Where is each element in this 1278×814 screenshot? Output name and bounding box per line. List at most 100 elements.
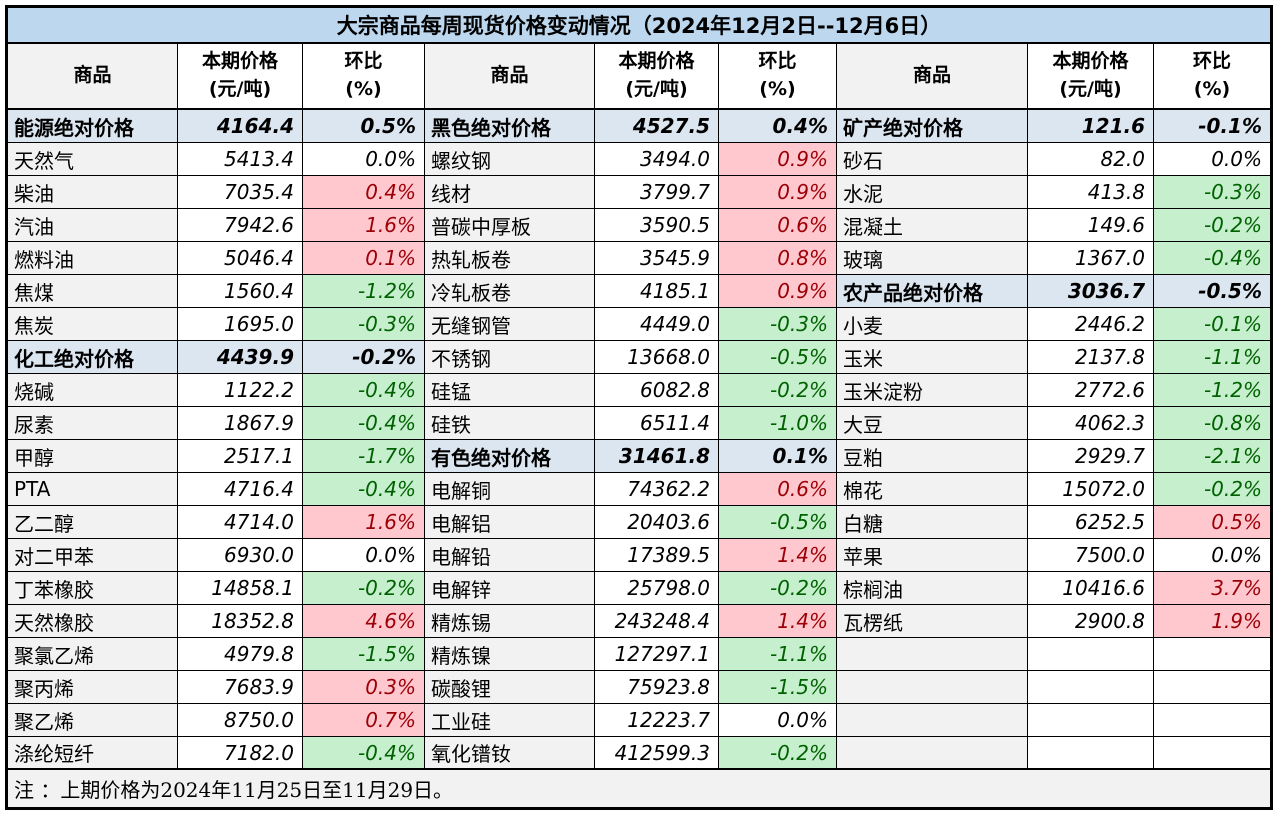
price-cell: 4716.4 bbox=[178, 473, 303, 506]
price-cell: 4062.3 bbox=[1028, 407, 1154, 440]
wow-change-cell: 1.9% bbox=[1154, 605, 1270, 638]
commodity-name-cell: 硅铁 bbox=[425, 407, 595, 440]
price-cell: 2137.8 bbox=[1028, 341, 1154, 374]
price-cell: 75923.8 bbox=[595, 671, 719, 704]
price-cell bbox=[1028, 638, 1154, 671]
price-cell: 3590.5 bbox=[595, 209, 719, 242]
price-cell: 8750.0 bbox=[178, 704, 303, 737]
price-cell: 149.6 bbox=[1028, 209, 1154, 242]
wow-change-cell: -0.2% bbox=[719, 737, 837, 770]
commodity-name-cell: 有色绝对价格 bbox=[425, 440, 595, 473]
commodity-name-cell: 天然橡胶 bbox=[8, 605, 178, 638]
header-line: 环比 bbox=[758, 50, 797, 73]
commodity-name-cell bbox=[837, 704, 1028, 737]
wow-change-cell: 0.1% bbox=[303, 242, 425, 275]
wow-change-cell: -1.5% bbox=[719, 671, 837, 704]
price-cell: 2772.6 bbox=[1028, 374, 1154, 407]
header-line: (%) bbox=[1193, 78, 1231, 100]
table-title: 大宗商品每周现货价格变动情况（2024年12月2日--12月6日） bbox=[8, 8, 1270, 44]
price-cell: 3036.7 bbox=[1028, 275, 1154, 308]
commodity-name-cell: 尿素 bbox=[8, 407, 178, 440]
commodity-name-cell: 焦炭 bbox=[8, 308, 178, 341]
commodity-name-cell: 汽油 bbox=[8, 209, 178, 242]
wow-change-cell: 0.5% bbox=[1154, 506, 1270, 539]
header-wow-change: 环比 (%) bbox=[303, 44, 425, 110]
header-current-price: 本期价格 (元/吨) bbox=[178, 44, 303, 110]
price-cell: 82.0 bbox=[1028, 143, 1154, 176]
commodity-name-cell: 乙二醇 bbox=[8, 506, 178, 539]
price-cell: 1367.0 bbox=[1028, 242, 1154, 275]
commodity-name-cell: 棉花 bbox=[837, 473, 1028, 506]
header-line: 本期价格 bbox=[201, 50, 278, 73]
price-cell: 7500.0 bbox=[1028, 539, 1154, 572]
wow-change-cell: 0.0% bbox=[303, 143, 425, 176]
commodity-name-cell: 化工绝对价格 bbox=[8, 341, 178, 374]
wow-change-cell: -0.4% bbox=[303, 473, 425, 506]
header-line: (元/吨) bbox=[208, 78, 272, 100]
price-cell: 2900.8 bbox=[1028, 605, 1154, 638]
price-cell: 2929.7 bbox=[1028, 440, 1154, 473]
header-commodity: 商品 bbox=[425, 44, 595, 110]
header-commodity: 商品 bbox=[8, 44, 178, 110]
commodity-name-cell: 不锈钢 bbox=[425, 341, 595, 374]
commodity-name-cell: 瓦楞纸 bbox=[837, 605, 1028, 638]
wow-change-cell: -2.1% bbox=[1154, 440, 1270, 473]
commodity-name-cell: 农产品绝对价格 bbox=[837, 275, 1028, 308]
price-cell: 1695.0 bbox=[178, 308, 303, 341]
wow-change-cell: 0.6% bbox=[719, 473, 837, 506]
commodity-name-cell: 棕榈油 bbox=[837, 572, 1028, 605]
commodity-name-cell: 工业硅 bbox=[425, 704, 595, 737]
price-cell: 7942.6 bbox=[178, 209, 303, 242]
price-cell: 4185.1 bbox=[595, 275, 719, 308]
commodity-name-cell: 混凝土 bbox=[837, 209, 1028, 242]
commodity-name-cell: 无缝钢管 bbox=[425, 308, 595, 341]
wow-change-cell: -1.2% bbox=[303, 275, 425, 308]
wow-change-cell: 0.6% bbox=[719, 209, 837, 242]
wow-change-cell: -1.2% bbox=[1154, 374, 1270, 407]
wow-change-cell: 0.0% bbox=[1154, 143, 1270, 176]
commodity-name-cell: 玻璃 bbox=[837, 242, 1028, 275]
commodity-name-cell: 豆粕 bbox=[837, 440, 1028, 473]
wow-change-cell: -0.4% bbox=[303, 737, 425, 770]
commodity-name-cell: 白糖 bbox=[837, 506, 1028, 539]
commodity-name-cell: 烧碱 bbox=[8, 374, 178, 407]
commodity-name-cell: 电解铅 bbox=[425, 539, 595, 572]
price-cell: 4449.0 bbox=[595, 308, 719, 341]
wow-change-cell: -0.3% bbox=[719, 308, 837, 341]
wow-change-cell: 1.6% bbox=[303, 506, 425, 539]
price-cell bbox=[1028, 737, 1154, 770]
price-cell: 18352.8 bbox=[178, 605, 303, 638]
price-cell: 413.8 bbox=[1028, 176, 1154, 209]
commodity-name-cell: 柴油 bbox=[8, 176, 178, 209]
wow-change-cell bbox=[1154, 704, 1270, 737]
price-cell: 4979.8 bbox=[178, 638, 303, 671]
price-cell: 4439.9 bbox=[178, 341, 303, 374]
wow-change-cell: 4.6% bbox=[303, 605, 425, 638]
wow-change-cell: -0.3% bbox=[1154, 176, 1270, 209]
wow-change-cell: -0.2% bbox=[719, 374, 837, 407]
commodity-price-table: 大宗商品每周现货价格变动情况（2024年12月2日--12月6日） 商品 本期价格… bbox=[5, 5, 1273, 810]
header-line: (%) bbox=[759, 78, 796, 100]
price-cell: 31461.8 bbox=[595, 440, 719, 473]
price-cell: 3545.9 bbox=[595, 242, 719, 275]
price-cell: 4164.4 bbox=[178, 110, 303, 143]
price-cell: 5413.4 bbox=[178, 143, 303, 176]
header-current-price: 本期价格 (元/吨) bbox=[595, 44, 719, 110]
wow-change-cell bbox=[1154, 638, 1270, 671]
price-cell: 2517.1 bbox=[178, 440, 303, 473]
wow-change-cell: 0.9% bbox=[719, 275, 837, 308]
commodity-name-cell: 聚氯乙烯 bbox=[8, 638, 178, 671]
wow-change-cell: -0.1% bbox=[1154, 110, 1270, 143]
price-cell: 13668.0 bbox=[595, 341, 719, 374]
price-cell: 1867.9 bbox=[178, 407, 303, 440]
header-wow-change: 环比 (%) bbox=[719, 44, 837, 110]
commodity-name-cell: 玉米淀粉 bbox=[837, 374, 1028, 407]
price-cell: 20403.6 bbox=[595, 506, 719, 539]
price-cell: 7683.9 bbox=[178, 671, 303, 704]
price-cell: 1560.4 bbox=[178, 275, 303, 308]
commodity-name-cell: 电解铝 bbox=[425, 506, 595, 539]
commodity-name-cell: 苹果 bbox=[837, 539, 1028, 572]
header-line: 环比 bbox=[344, 50, 383, 73]
commodity-name-cell: 聚乙烯 bbox=[8, 704, 178, 737]
commodity-name-cell: 冷轧板卷 bbox=[425, 275, 595, 308]
